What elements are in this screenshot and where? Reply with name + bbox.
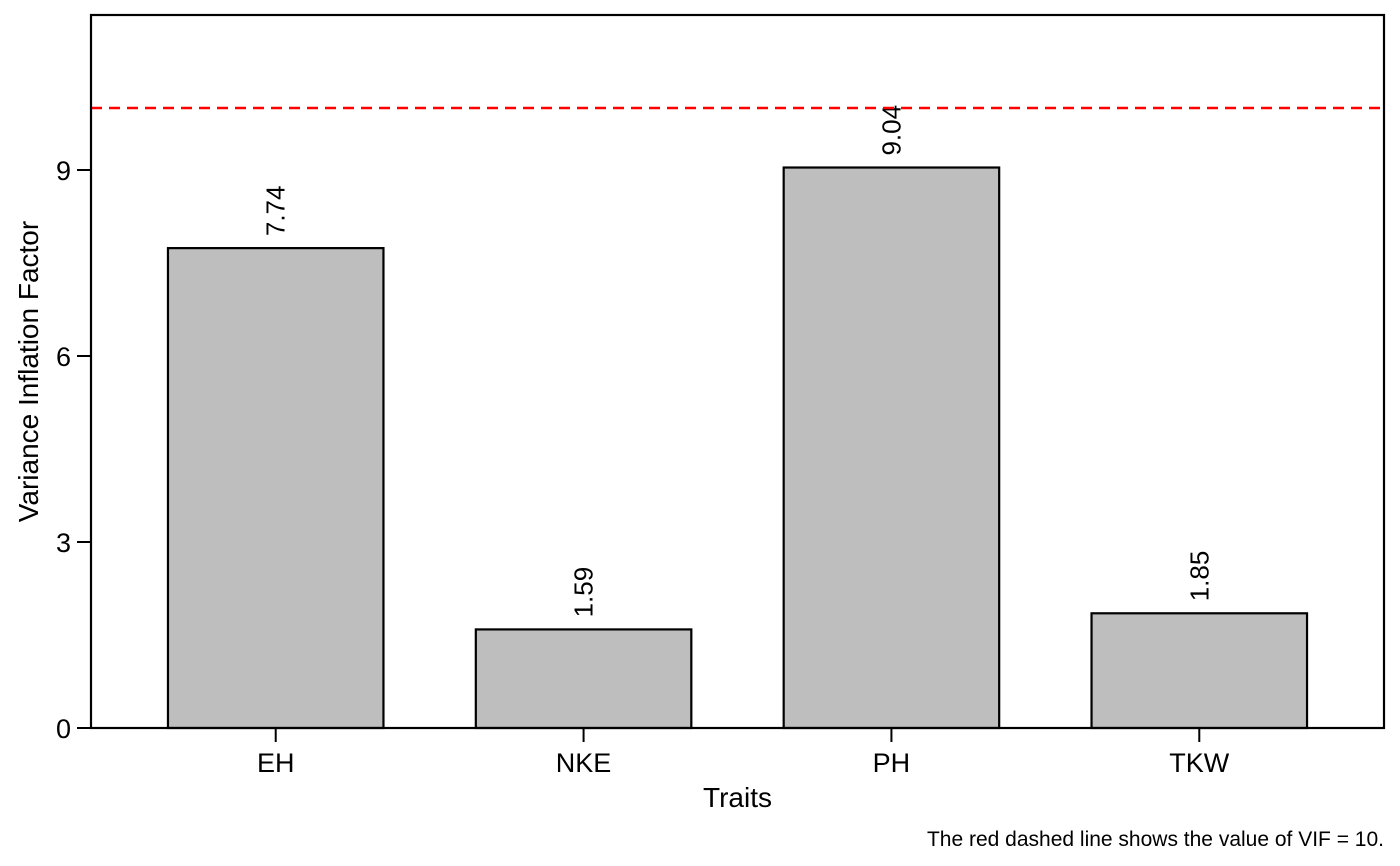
chart-caption: The red dashed line shows the value of V…: [927, 828, 1384, 851]
plot-frame: [89, 13, 1386, 730]
bar-ph: [782, 166, 1001, 730]
x-axis: EH NKE PH TKW: [257, 728, 1230, 778]
bar-eh: [166, 247, 385, 730]
bar-value-label-ph: 9.04: [876, 105, 906, 156]
y-axis-title: Variance Inflation Factor: [13, 221, 44, 522]
x-axis-title: Traits: [703, 782, 772, 813]
bar-tkw: [1090, 612, 1309, 730]
x-tick-label-tkw: TKW: [1169, 748, 1230, 778]
bars-layer: 7.74 1.59 9.04 1.85: [166, 105, 1309, 730]
y-axis: 0 3 6 9: [56, 156, 91, 744]
x-tick-label-eh: EH: [257, 748, 295, 778]
bar-nke: [474, 628, 693, 730]
y-tick-label-0: 0: [56, 714, 71, 744]
x-tick-label-nke: NKE: [556, 748, 612, 778]
y-tick-label-9: 9: [56, 156, 71, 186]
y-tick-label-3: 3: [56, 528, 71, 558]
y-tick-label-6: 6: [56, 342, 71, 372]
bar-value-label-eh: 7.74: [261, 186, 291, 237]
x-tick-label-ph: PH: [873, 748, 911, 778]
bar-value-label-tkw: 1.85: [1184, 551, 1214, 602]
bar-value-label-nke: 1.59: [569, 567, 599, 618]
